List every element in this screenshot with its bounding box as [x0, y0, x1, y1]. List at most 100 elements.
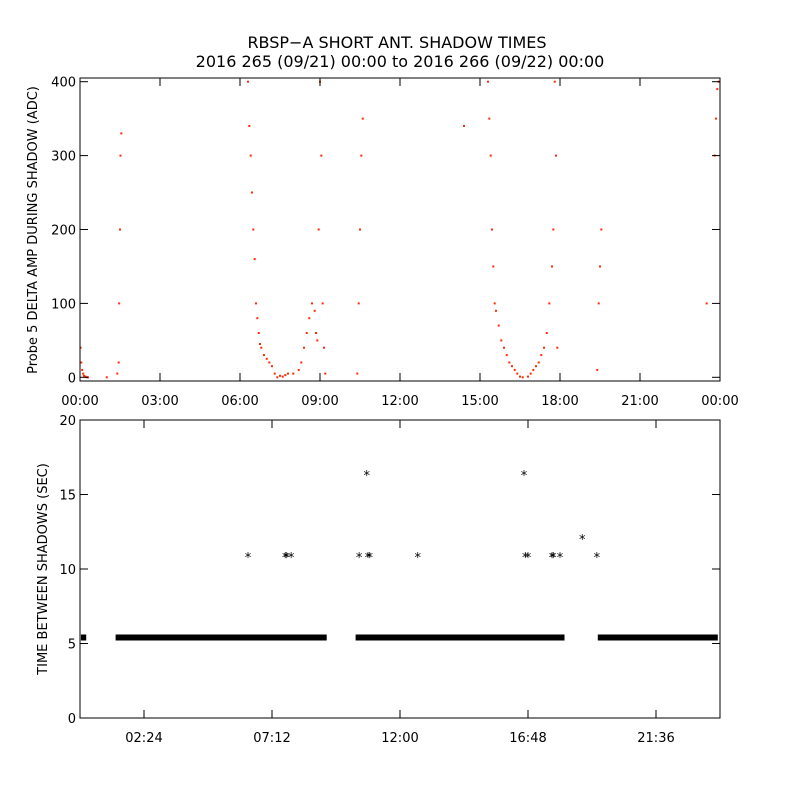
x-tick-label: 21:36	[637, 731, 674, 746]
y-tick-label: 400	[51, 76, 76, 91]
y-tick-label: 0	[68, 371, 76, 386]
data-point	[596, 368, 599, 371]
outlier-point: *	[522, 551, 529, 566]
x-tick-label: 00:00	[701, 394, 738, 409]
data-point	[495, 309, 497, 312]
data-point	[253, 258, 256, 261]
data-point	[105, 376, 108, 379]
data-point	[271, 365, 273, 368]
y-tick-label: 5	[68, 638, 76, 653]
data-point	[463, 125, 465, 127]
bottom-plot-frame	[79, 419, 721, 719]
data-point	[508, 361, 511, 364]
data-point	[600, 228, 603, 231]
data-point	[532, 368, 535, 371]
data-point	[83, 374, 85, 377]
data-point	[284, 374, 287, 377]
data-point	[248, 125, 251, 127]
chart-title-line1: RBSP−A SHORT ANT. SHADOW TIMES	[247, 33, 546, 52]
data-point	[497, 324, 500, 327]
data-point	[493, 302, 496, 305]
data-point	[281, 375, 284, 378]
data-point	[119, 154, 122, 157]
outlier-point: *	[365, 551, 372, 566]
data-point	[597, 302, 600, 305]
data-point	[553, 80, 556, 83]
data-point	[488, 117, 491, 120]
data-point	[359, 228, 361, 231]
data-point	[313, 309, 316, 312]
data-point	[715, 117, 717, 120]
data-point	[259, 343, 261, 345]
data-point	[252, 228, 255, 231]
data-point	[300, 361, 303, 364]
data-point	[519, 375, 521, 378]
outlier-point: *	[557, 551, 564, 566]
data-point	[303, 346, 305, 349]
data-point	[491, 228, 493, 231]
x-tick-label: 02:24	[125, 731, 162, 746]
baseline-segment	[597, 634, 718, 641]
data-point	[316, 339, 319, 342]
data-point	[81, 368, 84, 371]
data-point	[257, 332, 260, 334]
data-point	[500, 339, 503, 342]
data-point	[84, 375, 87, 378]
top-panel: 00:00 03:00 06:00 09:00 12:00 15:00 18:00 21:00…	[26, 76, 739, 409]
data-point	[317, 228, 320, 231]
data-point	[555, 154, 557, 157]
data-point	[292, 372, 295, 375]
y-tick-label: 300	[51, 150, 76, 165]
outlier-point: *	[579, 533, 586, 548]
baseline-segment	[115, 634, 327, 641]
data-point	[260, 346, 263, 349]
data-point	[287, 372, 289, 375]
data-point	[308, 317, 311, 320]
data-point	[297, 368, 300, 371]
data-point	[324, 372, 327, 375]
x-tick-label: 03:00	[141, 394, 178, 409]
data-point	[320, 154, 323, 157]
data-point	[716, 88, 719, 91]
x-tick-label: 21:00	[621, 394, 658, 409]
data-point	[305, 332, 308, 334]
data-point	[545, 332, 548, 334]
x-tick-label: 12:00	[381, 731, 418, 746]
x-tick-label: 07:12	[253, 731, 290, 746]
data-point	[361, 117, 364, 120]
outlier-point: *	[288, 551, 295, 566]
y-tick-label: 15	[59, 489, 76, 504]
bottom-axis-ticks: 02:24 07:12 12:00 16:48 21:36 0 5 10 15 20	[59, 414, 720, 746]
data-point	[263, 354, 265, 357]
data-point	[117, 361, 120, 364]
data-point	[256, 317, 259, 320]
data-point	[527, 375, 529, 378]
data-point	[249, 154, 252, 157]
data-point	[556, 346, 559, 349]
outlier-point: *	[415, 551, 422, 566]
outlier-point: *	[363, 469, 370, 484]
data-point	[705, 302, 708, 305]
data-point	[540, 354, 543, 357]
data-point	[513, 368, 516, 371]
outlier-point: *	[283, 551, 290, 566]
data-point	[529, 372, 532, 375]
data-point	[116, 372, 119, 375]
data-point	[543, 346, 545, 349]
data-point	[489, 154, 492, 157]
top-data-points	[79, 80, 720, 379]
data-point	[321, 302, 324, 305]
data-point	[118, 302, 121, 305]
data-point	[315, 332, 317, 334]
bottom-y-axis-label: TIME BETWEEN SHADOWS (SEC)	[36, 463, 51, 676]
data-point	[279, 374, 281, 377]
baseline-segment	[355, 634, 565, 641]
x-tick-label: 12:00	[381, 394, 418, 409]
x-tick-label: 00:00	[61, 394, 98, 409]
x-tick-label: 06:00	[221, 394, 258, 409]
data-point	[535, 365, 537, 368]
outlier-point: *	[549, 551, 556, 566]
outlier-point: *	[594, 551, 601, 566]
outlier-point: *	[282, 551, 289, 566]
